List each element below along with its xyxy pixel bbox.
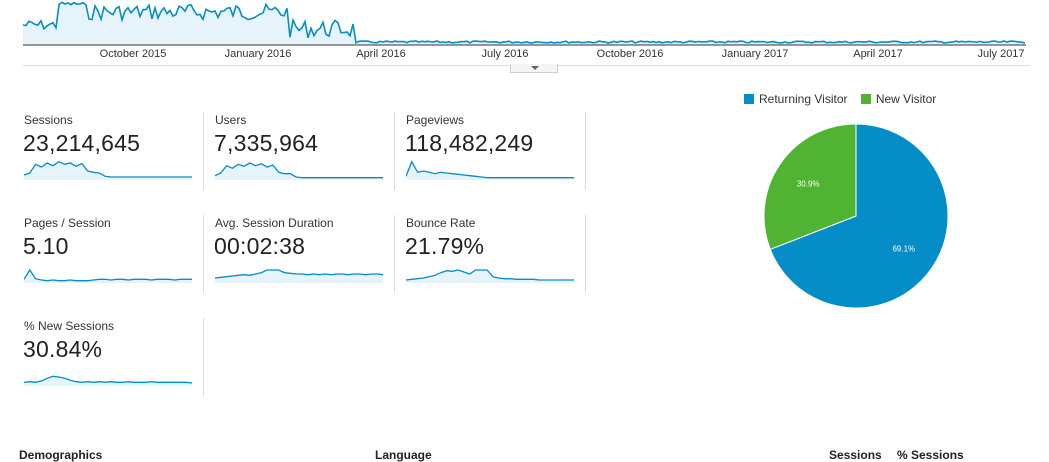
timeline-axis-label: April 2016 — [356, 48, 406, 60]
metric-label: Bounce Rate — [406, 216, 476, 230]
sparkline-line — [215, 162, 383, 179]
sparkline-line — [24, 268, 192, 282]
metric-label: Pages / Session — [24, 216, 111, 230]
metric-label: Sessions — [24, 113, 73, 127]
timeline-axis-label: July 2016 — [481, 48, 529, 60]
metric-label: Users — [215, 113, 247, 127]
pie-legend: Returning Visitor New Visitor — [744, 92, 946, 106]
chevron-down-icon — [531, 66, 539, 70]
metric-divider — [203, 215, 204, 293]
sparkline-line — [24, 160, 192, 178]
pie-slice[interactable] — [763, 124, 857, 250]
metric-value: 21.79% — [405, 233, 485, 259]
visitor-type-pie-chart: 69.1% 30.9% — [763, 124, 949, 309]
legend-swatch — [860, 94, 871, 104]
metric-divider — [203, 318, 204, 396]
language-heading[interactable]: Language — [375, 448, 432, 462]
legend-swatch — [744, 94, 754, 104]
metric-label: Avg. Session Duration — [215, 216, 334, 230]
timeline-axis-label: January 2016 — [224, 48, 292, 60]
legend-label: Returning Visitor — [759, 92, 848, 106]
metric-avg-session-duration[interactable]: Avg. Session Duration 00:02:38 — [213, 213, 385, 291]
legend-item-new[interactable]: New Visitor — [860, 92, 937, 106]
metric-pageviews[interactable]: Pageviews 118,482,249 — [404, 110, 576, 188]
metric-value: 5.10 — [23, 233, 69, 259]
sparkline-area — [24, 270, 192, 283]
metric-new-sessions[interactable]: % New Sessions 30.84% — [22, 316, 194, 394]
timeline-area — [23, 2, 1026, 46]
metric-pages-per-session[interactable]: Pages / Session 5.10 — [22, 213, 194, 291]
sparkline-area — [406, 161, 574, 180]
timeline-axis-label: April 2017 — [853, 48, 903, 60]
legend-item-returning[interactable]: Returning Visitor — [744, 92, 848, 106]
sparkline-area — [215, 270, 383, 283]
metric-bounce-rate[interactable]: Bounce Rate 21.79% — [404, 213, 576, 291]
pct-sessions-column-header: % Sessions — [897, 448, 964, 462]
metric-value: 00:02:38 — [214, 233, 306, 259]
metric-value: 7,335,964 — [214, 130, 319, 156]
metric-users[interactable]: Users 7,335,964 — [213, 110, 385, 188]
sessions-timeline-chart: October 2015 January 2016 April 2016 Jul… — [0, 0, 1049, 66]
pie-slice[interactable] — [769, 124, 949, 309]
demographics-heading: Demographics — [19, 448, 103, 462]
metric-divider — [585, 112, 586, 190]
timeline-axis-label: July 2017 — [977, 48, 1025, 60]
metric-sessions[interactable]: Sessions 23,214,645 — [22, 110, 194, 188]
metric-value: 30.84% — [23, 336, 103, 362]
sparkline-line — [406, 269, 574, 281]
sparkline-area — [24, 161, 192, 180]
sessions-column-header: Sessions — [829, 448, 882, 462]
metric-divider — [394, 215, 395, 293]
metric-sparkline — [215, 269, 384, 283]
timeline-axis-label: October 2015 — [99, 48, 167, 60]
metric-sparkline — [24, 375, 193, 386]
sparkline-line — [24, 375, 193, 384]
sparkline-area — [215, 163, 383, 180]
timeline-axis-label: October 2016 — [596, 48, 664, 60]
metric-divider — [394, 112, 395, 190]
metric-sparkline — [24, 268, 192, 283]
metric-divider — [203, 112, 204, 190]
metric-divider — [585, 215, 586, 293]
metric-value: 118,482,249 — [405, 130, 534, 156]
metric-value: 23,214,645 — [23, 130, 141, 156]
timeline-line — [22, 1, 1026, 44]
metric-sparkline — [406, 160, 574, 180]
metric-sparkline — [215, 162, 383, 180]
sparkline-line — [406, 160, 574, 179]
legend-label: New Visitor — [875, 92, 937, 106]
metric-sparkline — [24, 160, 192, 180]
pie-slice-label: 69.1% — [892, 245, 915, 254]
expand-chart-handle[interactable] — [510, 64, 558, 73]
timeline-axis-label: January 2017 — [721, 48, 789, 60]
metric-sparkline — [406, 269, 574, 283]
pie-slice-label: 30.9% — [797, 179, 820, 188]
sparkline-line — [215, 269, 384, 279]
sparkline-area — [24, 376, 192, 386]
metric-label: % New Sessions — [24, 319, 115, 333]
metric-label: Pageviews — [406, 113, 465, 127]
